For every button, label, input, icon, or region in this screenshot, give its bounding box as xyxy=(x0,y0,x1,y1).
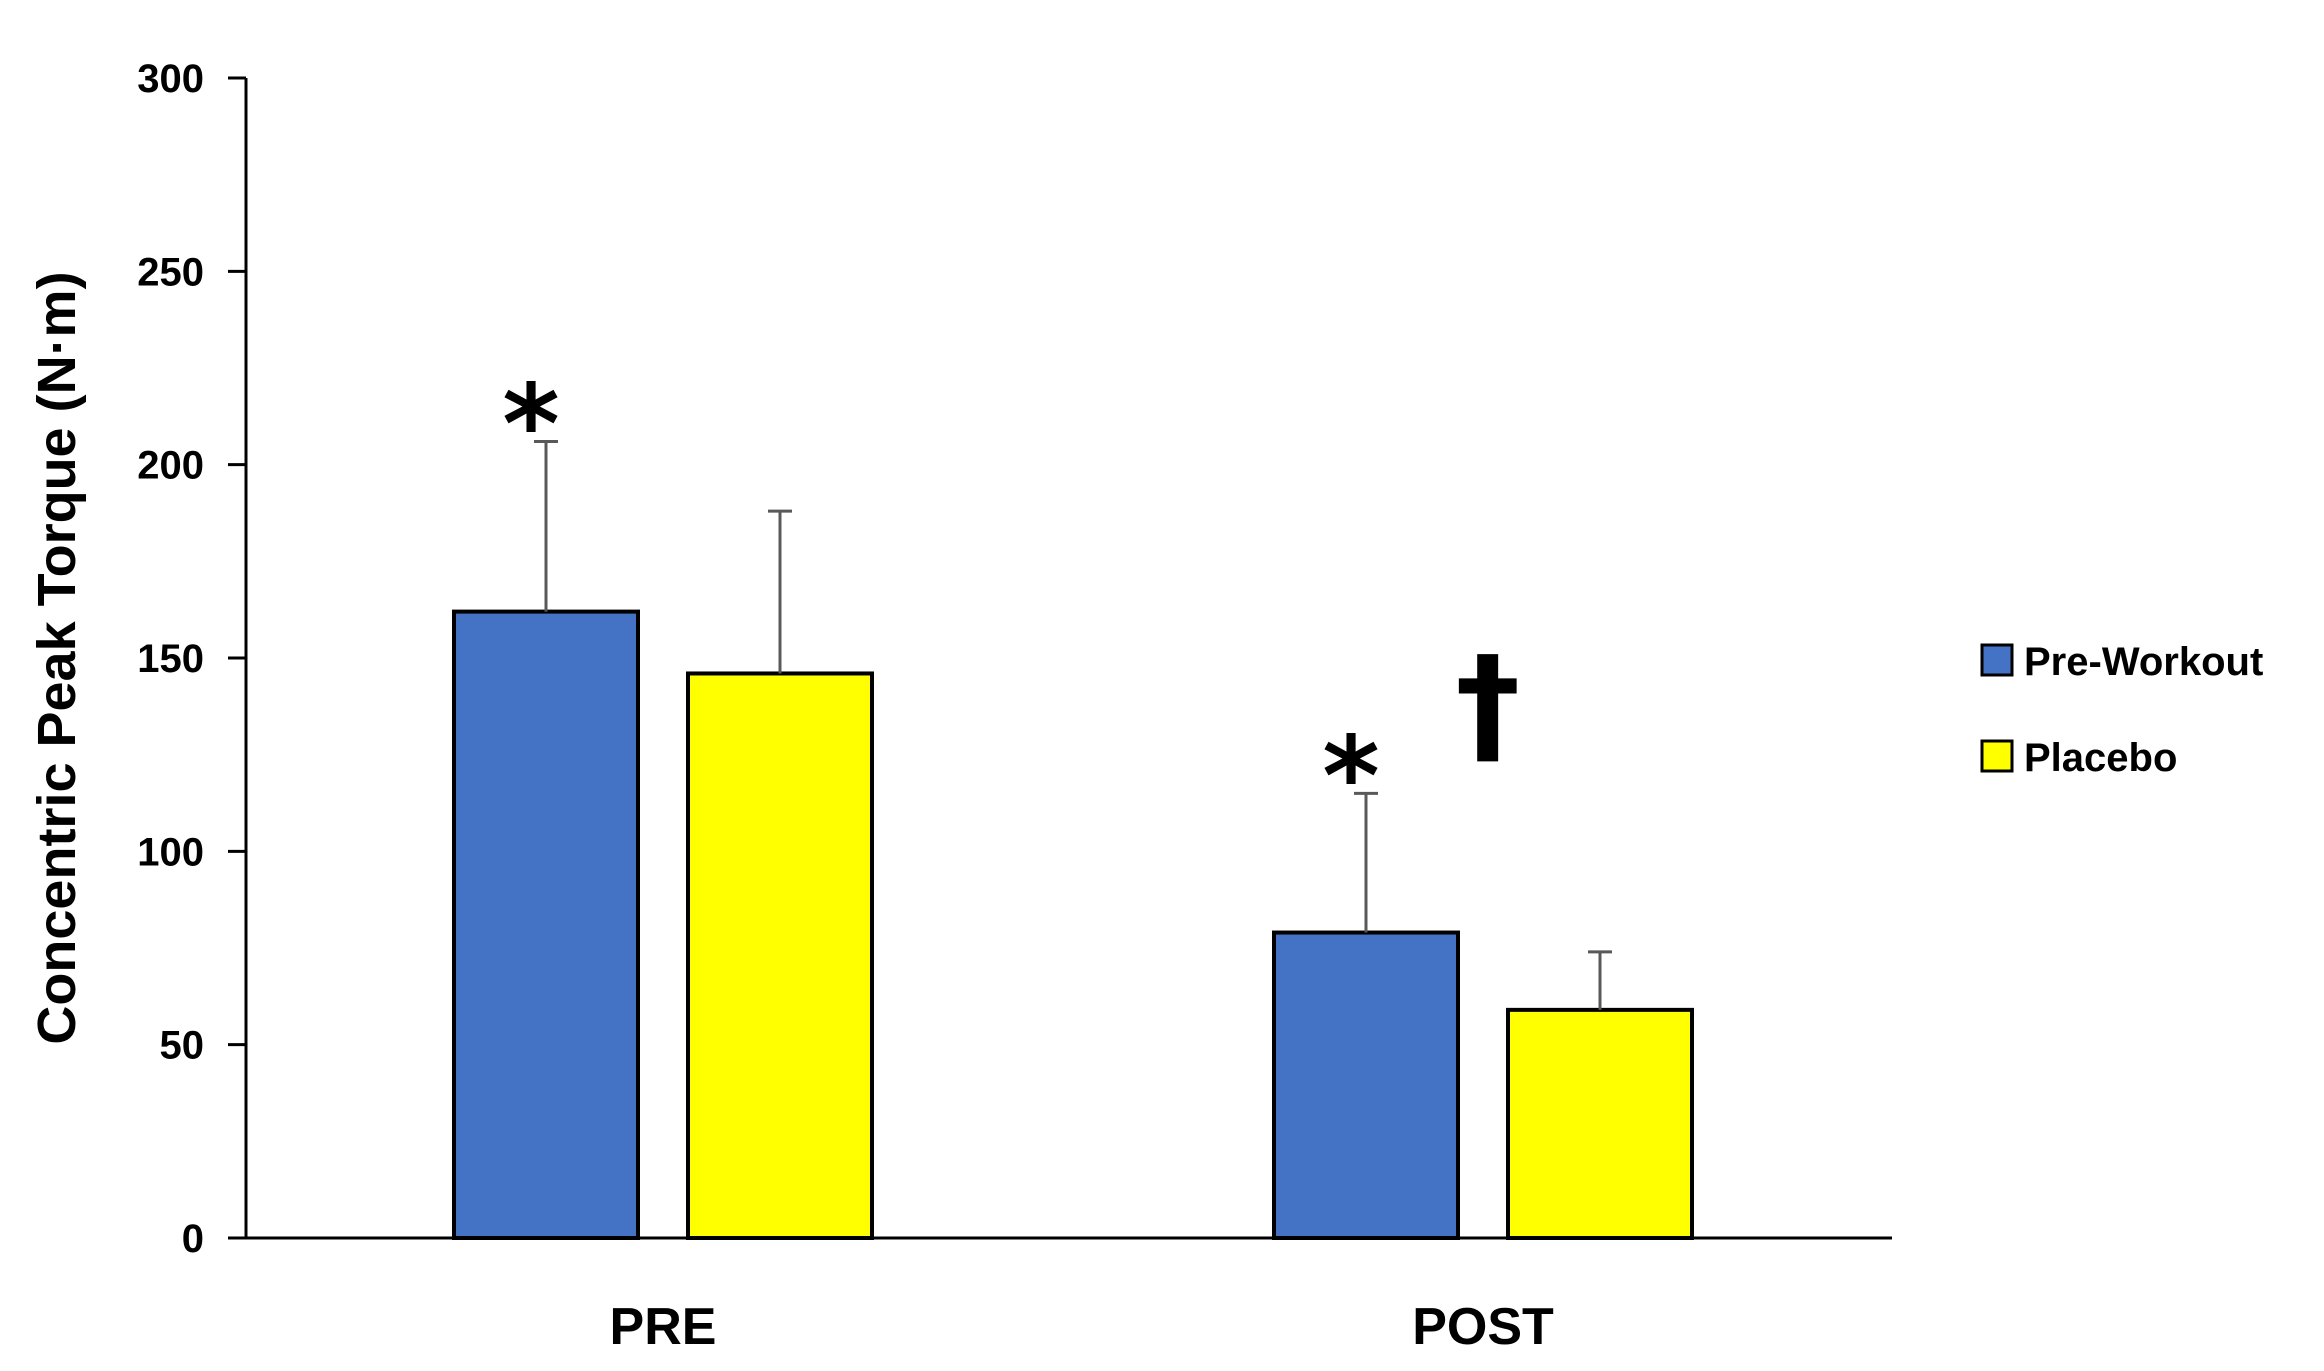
y-tick-label: 100 xyxy=(137,830,204,874)
y-tick-label: 0 xyxy=(182,1217,204,1261)
y-axis-ticks: 0 50 100 150 200 250 300 xyxy=(137,57,246,1261)
bar-pre-workout-post xyxy=(1272,930,1460,1240)
bar-pre-workout-pre xyxy=(452,609,640,1240)
y-tick-label: 250 xyxy=(137,250,204,294)
asterisk-annotation: * xyxy=(502,361,560,489)
x-axis-category-labels: PRE POST xyxy=(610,1298,1554,1356)
legend-label-pre-workout: Pre-Workout xyxy=(2024,640,2263,684)
bar-placebo-pre xyxy=(686,671,874,1240)
significance-annotations: * * † xyxy=(502,361,1520,841)
y-tick-label: 150 xyxy=(137,637,204,681)
dagger-annotation: † xyxy=(1456,628,1521,780)
error-bars xyxy=(534,439,1612,1010)
bar-placebo-post xyxy=(1506,1007,1694,1240)
y-tick-label: 200 xyxy=(137,444,204,488)
legend-swatch-pre-workout xyxy=(1980,643,2014,677)
legend-label-placebo: Placebo xyxy=(2024,736,2177,780)
x-category-label-post: POST xyxy=(1412,1298,1554,1356)
legend: Pre-Workout Placebo xyxy=(1980,640,2263,780)
y-axis-title: Concentric Peak Torque (N·m) xyxy=(27,271,87,1044)
legend-swatch-placebo xyxy=(1980,739,2014,773)
x-category-label-pre: PRE xyxy=(610,1298,717,1356)
asterisk-annotation: * xyxy=(1322,713,1380,841)
y-tick-label: 50 xyxy=(160,1024,205,1068)
y-tick-label: 300 xyxy=(137,57,204,101)
